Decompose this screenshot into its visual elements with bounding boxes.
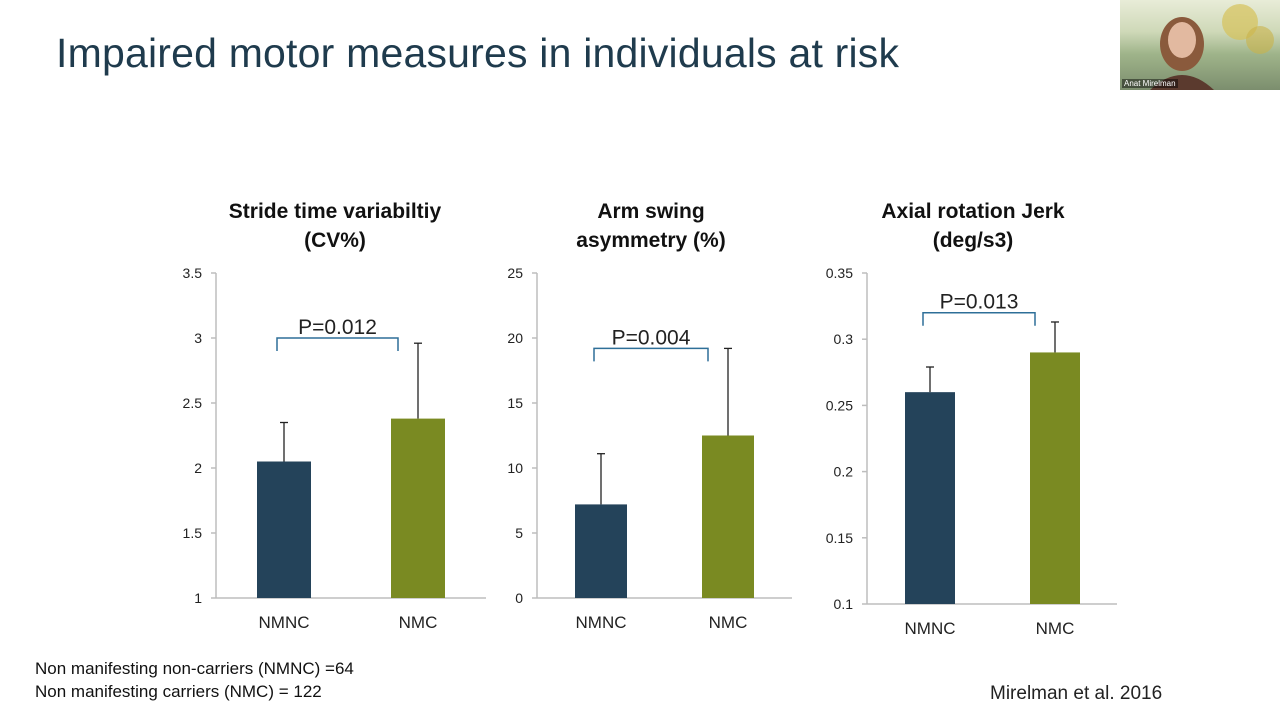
chart-3-tick-label: 0.35 — [826, 265, 853, 281]
chart-1-tick-label: 2 — [194, 460, 202, 476]
chart-2-title-line-2: asymmetry (%) — [576, 229, 726, 252]
citation: Mirelman et al. 2016 — [990, 683, 1163, 704]
chart-3-tick-label: 0.1 — [834, 596, 854, 612]
chart-3-bar-nmnc — [905, 392, 955, 604]
chart-1-title-line-1: Stride time variabiltiy — [228, 200, 442, 223]
chart-1-tick-label: 2.5 — [183, 395, 203, 411]
chart-1-tick-label: 1.5 — [183, 525, 203, 541]
chart-1-bar-nmnc — [257, 461, 311, 598]
chart-2-title: Arm swing asymmetry (%) — [520, 197, 782, 255]
chart-2-bar-nmnc — [575, 504, 627, 598]
participant-avatar-icon — [1150, 4, 1274, 90]
chart-2-tick-label: 20 — [507, 330, 523, 346]
chart-2-significance-bracket — [593, 347, 709, 362]
chart-2-bar-nmc — [702, 435, 754, 598]
slide-title: Impaired motor measures in individuals a… — [56, 30, 900, 76]
chart-2-title-line-1: Arm swing — [597, 200, 705, 223]
legend-nmc: Non manifesting carriers (NMC) = 122 — [35, 682, 322, 701]
group-legend: Non manifesting non-carriers (NMNC) =64 … — [35, 657, 354, 703]
chart-2-tick-label: 0 — [515, 590, 523, 606]
chart-3-tick-label: 0.25 — [826, 397, 853, 413]
chart-2-tick-label: 25 — [507, 265, 523, 281]
participant-video[interactable]: Anat Mirelman — [1120, 0, 1280, 90]
chart-1-tick-label: 1 — [194, 590, 202, 606]
chart-3-title-line-1: Axial rotation Jerk — [881, 200, 1065, 223]
chart-2-category-label: NMC — [709, 613, 748, 632]
chart-3-bar-nmc — [1030, 352, 1080, 604]
chart-3-category-label: NMNC — [905, 619, 956, 638]
chart-2-tick-label: 15 — [507, 395, 523, 411]
chart-3-title: Axial rotation Jerk (deg/s3) — [842, 197, 1104, 255]
chart-1-category-label: NMC — [399, 613, 438, 632]
chart-2-tick-label: 10 — [507, 460, 523, 476]
chart-1-p-value: P=0.012 — [298, 316, 377, 339]
participant-name: Anat Mirelman — [1122, 79, 1178, 88]
chart-3-title-line-2: (deg/s3) — [932, 229, 1014, 252]
chart-3-significance-bracket — [922, 311, 1036, 326]
chart-3-tick-label: 0.15 — [826, 530, 853, 546]
chart-1-category-label: NMNC — [259, 613, 310, 632]
chart-1-tick-label: 3.5 — [183, 265, 203, 281]
chart-2-category-label: NMNC — [576, 613, 627, 632]
chart-3-p-value: P=0.013 — [940, 291, 1019, 314]
chart-3-category-label: NMC — [1036, 619, 1075, 638]
chart-1-significance-bracket — [276, 337, 399, 351]
chart-2-tick-label: 5 — [515, 525, 523, 541]
chart-3-tick-label: 0.2 — [834, 464, 854, 480]
chart-1-bar-nmc — [391, 418, 445, 598]
chart-3-tick-label: 0.3 — [834, 331, 854, 347]
chart-2-p-value: P=0.004 — [612, 326, 691, 349]
chart-1-title: Stride time variabiltiy (CV%) — [190, 197, 480, 255]
legend-nmnc: Non manifesting non-carriers (NMNC) =64 — [35, 659, 354, 678]
chart-1-tick-label: 3 — [194, 330, 202, 346]
chart-1-title-line-2: (CV%) — [304, 229, 366, 252]
